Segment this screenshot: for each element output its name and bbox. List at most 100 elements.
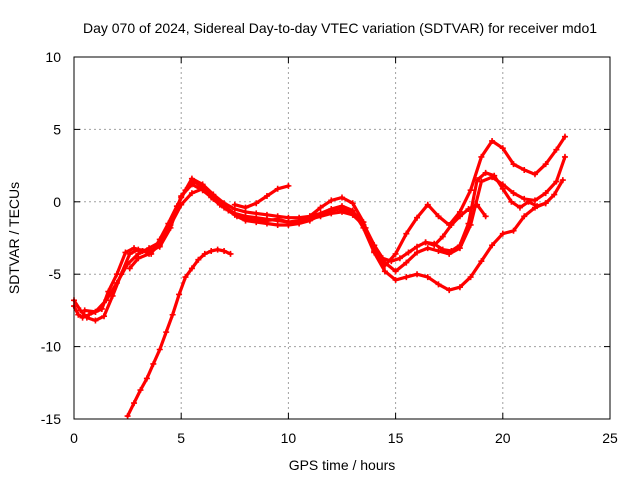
- data-point: [371, 249, 378, 256]
- y-tick-label: -10: [41, 339, 61, 355]
- data-point: [456, 245, 463, 252]
- data-point: [231, 201, 238, 208]
- data-point: [396, 255, 403, 262]
- data-point: [403, 230, 410, 237]
- data-point: [439, 233, 446, 240]
- data-point: [456, 284, 463, 291]
- data-point: [467, 221, 474, 228]
- data-point: [508, 198, 515, 205]
- data-point: [542, 161, 549, 168]
- data-point: [339, 203, 345, 210]
- data-point: [516, 204, 523, 211]
- data-point: [122, 249, 129, 256]
- data-point: [146, 245, 153, 252]
- data-point: [559, 177, 566, 184]
- data-point: [156, 242, 163, 249]
- data-point: [176, 291, 183, 298]
- data-point: [214, 246, 221, 253]
- data-point: [103, 297, 110, 304]
- data-point: [448, 221, 455, 228]
- data-point: [263, 211, 270, 218]
- data-point: [349, 207, 356, 214]
- series-layer: [71, 133, 568, 420]
- data-point: [478, 258, 485, 265]
- axis-ticks: [73, 56, 611, 420]
- data-point: [296, 214, 303, 221]
- data-point: [178, 194, 185, 201]
- data-point: [431, 242, 438, 249]
- data-point: [551, 191, 558, 198]
- data-point: [482, 213, 489, 220]
- data-point: [163, 329, 170, 336]
- data-point: [405, 249, 412, 256]
- data-point: [221, 248, 228, 255]
- y-tick-label: -5: [49, 266, 62, 282]
- data-point: [424, 274, 431, 281]
- data-point: [188, 265, 195, 272]
- data-point: [542, 200, 549, 207]
- grid-lines: [74, 57, 610, 419]
- data-point: [467, 187, 474, 194]
- data-point: [456, 213, 463, 220]
- data-point: [521, 213, 528, 220]
- data-point: [92, 317, 99, 324]
- data-point: [510, 190, 517, 197]
- data-point: [360, 224, 367, 231]
- data-point: [521, 166, 528, 173]
- data-point: [156, 346, 163, 353]
- data-point: [510, 161, 517, 168]
- data-point: [424, 245, 431, 252]
- data-point: [182, 274, 189, 281]
- x-tick-label: 5: [177, 430, 185, 446]
- data-point: [465, 206, 472, 213]
- data-point: [531, 171, 538, 178]
- data-point: [478, 153, 485, 160]
- data-point: [124, 413, 131, 420]
- data-point: [253, 210, 260, 217]
- data-point: [553, 178, 560, 185]
- data-point: [285, 182, 292, 189]
- data-point: [446, 250, 453, 257]
- data-point: [414, 249, 421, 256]
- y-tick-label: 0: [53, 194, 61, 210]
- data-point: [210, 191, 217, 198]
- data-point: [150, 360, 157, 367]
- data-point: [349, 200, 356, 207]
- data-point: [499, 181, 506, 188]
- data-point: [392, 268, 399, 275]
- data-point: [339, 208, 345, 215]
- data-point: [188, 175, 195, 182]
- series-track-2: [71, 133, 568, 324]
- data-point: [101, 313, 108, 320]
- x-tick-label: 15: [388, 430, 404, 446]
- data-point: [143, 375, 150, 382]
- data-point: [435, 281, 442, 288]
- data-point: [167, 219, 174, 226]
- series-track-7: [422, 201, 489, 249]
- data-point: [285, 214, 292, 221]
- data-point: [489, 242, 496, 249]
- data-point: [561, 133, 568, 140]
- data-point: [392, 250, 399, 257]
- y-tick-labels: -15 -10 -5 0 5 10: [41, 49, 61, 427]
- data-point: [83, 314, 90, 321]
- data-point: [199, 181, 206, 188]
- series-line: [83, 155, 567, 314]
- data-point: [126, 250, 133, 257]
- data-point: [489, 174, 496, 181]
- data-point: [274, 213, 281, 220]
- data-point: [531, 197, 538, 204]
- data-point: [561, 153, 568, 160]
- series-track-4: [126, 175, 549, 294]
- series-track-5: [124, 246, 234, 420]
- x-tick-label: 0: [70, 430, 78, 446]
- data-point: [328, 197, 335, 204]
- data-point: [381, 268, 388, 275]
- data-point: [188, 190, 195, 197]
- x-tick-label: 20: [495, 430, 511, 446]
- data-point: [499, 145, 506, 152]
- y-tick-label: 10: [45, 49, 61, 65]
- data-point: [135, 255, 142, 262]
- data-point: [263, 193, 270, 200]
